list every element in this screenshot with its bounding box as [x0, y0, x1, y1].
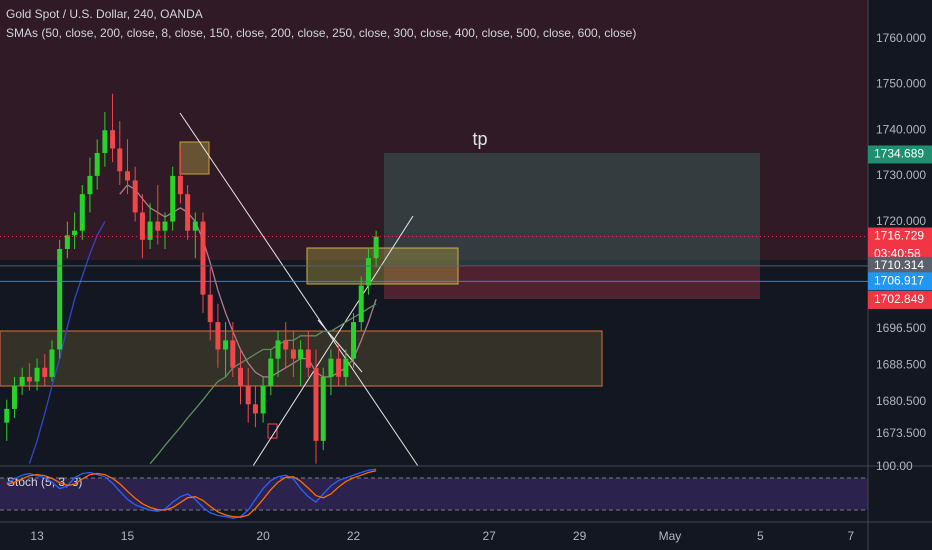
stoch-line — [6, 470, 377, 518]
candle-body — [185, 194, 191, 231]
x-tick-label: 15 — [121, 529, 135, 543]
candle-body — [49, 349, 55, 377]
candle-body — [268, 358, 274, 387]
candle-body — [245, 386, 251, 405]
candle-body — [94, 153, 100, 176]
price-label: 1716.729 — [874, 229, 924, 243]
candle-body — [42, 367, 48, 377]
candle-body — [57, 248, 63, 350]
candle-body — [215, 322, 221, 350]
box — [267, 423, 278, 439]
candle-body — [64, 235, 70, 249]
candle-body — [305, 349, 311, 368]
candle-body — [72, 230, 78, 236]
x-tick-label: 5 — [757, 529, 764, 543]
candle-body — [4, 408, 10, 423]
candle-body — [155, 221, 161, 231]
candle-body — [343, 358, 349, 377]
candle-body — [298, 349, 304, 359]
candle-body — [200, 221, 206, 295]
candle-body — [147, 221, 153, 240]
y-tick-label: 1740.000 — [876, 122, 926, 136]
y-tick-label: 1760.000 — [876, 31, 926, 45]
box — [179, 141, 210, 175]
candle-body — [132, 180, 138, 213]
x-tick-label: 29 — [573, 529, 587, 543]
y-tick-label: 1696.500 — [876, 321, 926, 335]
trendline — [317, 319, 363, 373]
price-label-bg — [868, 272, 932, 291]
x-tick-label: 27 — [482, 529, 496, 543]
candle-body — [162, 221, 168, 231]
x-tick-label: 22 — [347, 529, 361, 543]
candle-body — [290, 349, 296, 359]
x-tick-label: 20 — [256, 529, 270, 543]
candle-body — [275, 340, 281, 359]
candle-body — [365, 258, 371, 286]
price-label: 1706.917 — [874, 274, 924, 288]
candle-body — [177, 175, 183, 195]
price-label-bg — [868, 145, 932, 164]
candle-body — [139, 212, 145, 240]
candle-body — [260, 386, 266, 414]
y-tick-label: 1688.500 — [876, 358, 926, 372]
price-label: 1734.689 — [874, 147, 924, 161]
price-label-bg — [868, 290, 932, 309]
candle-body — [230, 340, 236, 368]
candle-body — [207, 294, 213, 323]
candle-body — [351, 322, 357, 359]
candle-body — [252, 404, 258, 414]
stop-zone — [384, 265, 760, 299]
candle-body — [79, 194, 85, 231]
candle-body — [192, 221, 198, 231]
candle-body — [238, 367, 244, 387]
sma-line — [28, 221, 106, 464]
candle-body — [320, 376, 326, 441]
candle-body — [313, 367, 319, 441]
stoch-title: Stoch (5, 3, 3) — [7, 475, 82, 489]
y-tick-label: 1730.000 — [876, 168, 926, 182]
candle-body — [358, 285, 364, 323]
candle-body — [19, 376, 25, 387]
candle-body — [170, 175, 176, 222]
y-tick-label: 1750.000 — [876, 77, 926, 91]
candle-body — [223, 340, 229, 350]
candle-body — [110, 130, 116, 149]
price-label-bg — [868, 227, 932, 246]
price-label: 1702.849 — [874, 292, 924, 306]
candle-body — [124, 171, 130, 181]
chart-title: Gold Spot / U.S. Dollar, 240, OANDA — [6, 7, 203, 21]
x-tick-label: 13 — [30, 529, 44, 543]
y-tick-label: 1720.000 — [876, 214, 926, 228]
sma-line — [119, 184, 377, 378]
candle-body — [102, 130, 108, 154]
sma-line — [149, 303, 377, 465]
candle-body — [87, 175, 93, 195]
indicator-label: SMAs (50, close, 200, close, 8, close, 1… — [6, 26, 636, 40]
trendline — [252, 215, 414, 467]
candle-body — [26, 376, 32, 382]
candle-body — [117, 148, 123, 172]
candle-body — [328, 358, 334, 377]
trendline — [179, 112, 419, 467]
price-label-bg — [868, 256, 932, 275]
target-zone — [384, 153, 760, 265]
candle-body — [373, 236, 379, 259]
x-tick-label: 7 — [847, 529, 854, 543]
candle-body — [336, 358, 342, 377]
candle-body — [34, 367, 40, 382]
y-tick-label: 100.00 — [876, 459, 913, 473]
y-tick-label: 1673.500 — [876, 426, 926, 440]
candle-body — [283, 340, 289, 350]
annotation: tp — [472, 129, 487, 149]
candle-body — [11, 386, 17, 409]
y-tick-label: 1680.500 — [876, 394, 926, 408]
price-label: 1710.314 — [874, 258, 924, 272]
x-tick-label: May — [659, 529, 682, 543]
